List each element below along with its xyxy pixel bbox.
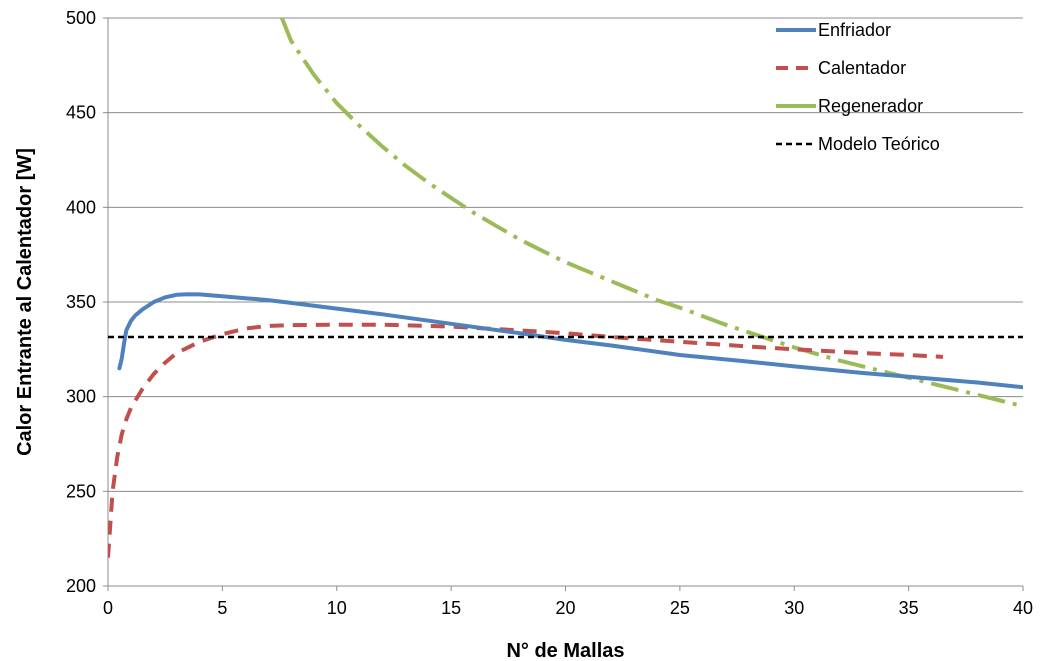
series-line-calentador (108, 322, 944, 558)
legend-item-regenerador: Regenerador (776, 96, 923, 116)
y-tick-label: 250 (66, 481, 96, 501)
legend: Enfriador Calentador Regenerador Modelo Teó… (776, 20, 940, 154)
x-tick-label: 20 (555, 598, 575, 618)
y-tick-label: 500 (66, 8, 96, 28)
y-tick-label: 350 (66, 292, 96, 312)
y-tick-label: 400 (66, 197, 96, 217)
x-tick-label: 0 (103, 598, 113, 618)
legend-label: Calentador (818, 58, 906, 78)
x-tick-label: 25 (670, 598, 690, 618)
y-tick-label: 200 (66, 576, 96, 596)
y-tick-labels: 200 250 300 350 400 450 500 (66, 8, 96, 596)
x-tick-label: 5 (217, 598, 227, 618)
x-tick-label: 40 (1013, 598, 1033, 618)
x-tick-labels: 0 5 10 15 20 25 30 35 40 (103, 598, 1033, 618)
plot-area (108, 18, 1023, 558)
legend-item-enfriador: Enfriador (776, 20, 891, 40)
legend-label: Enfriador (818, 20, 891, 40)
y-tick-label: 300 (66, 387, 96, 407)
x-tick-label: 30 (784, 598, 804, 618)
axes (103, 17, 1024, 591)
y-tick-label: 450 (66, 103, 96, 123)
x-axis-title: N° de Mallas (506, 640, 624, 661)
y-axis-title: Calor Entrante al Calentador [W] (14, 148, 36, 456)
legend-item-modelo-teorico: Modelo Teórico (776, 134, 940, 154)
x-tick-label: 15 (441, 598, 461, 618)
series-line-regenerador (280, 18, 1023, 409)
series-line-enfriador (117, 292, 1023, 390)
gridlines (108, 17, 1023, 492)
legend-label: Modelo Teórico (818, 134, 940, 154)
x-tick-label: 35 (899, 598, 919, 618)
legend-item-calentador: Calentador (776, 58, 906, 78)
x-tick-label: 10 (327, 598, 347, 618)
legend-label: Regenerador (818, 96, 923, 116)
